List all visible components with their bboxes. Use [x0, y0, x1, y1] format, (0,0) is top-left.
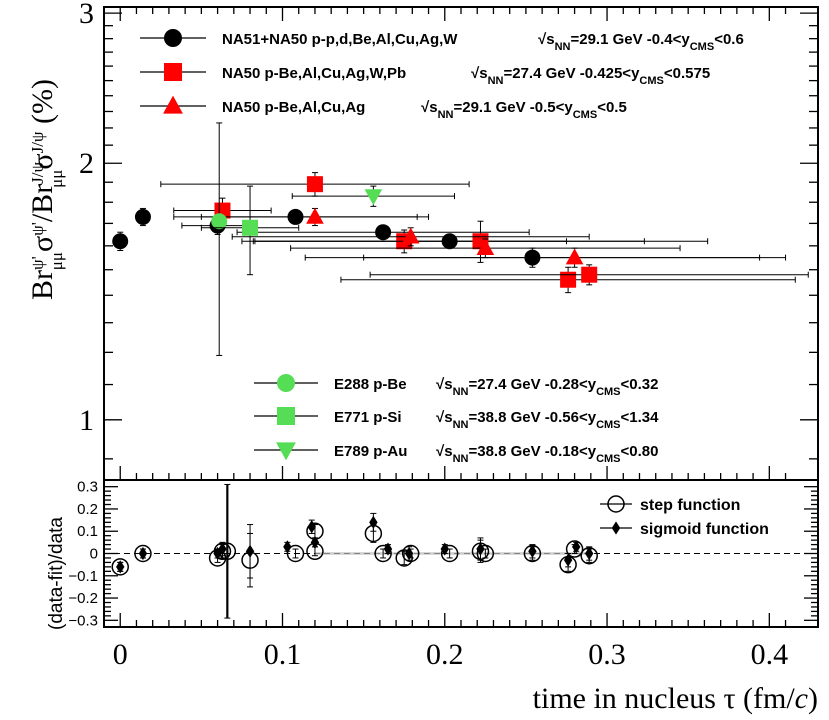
legend-label: NA50 p-Be,Al,Cu,Ag,W,Pb	[222, 65, 406, 82]
legend-kinematics: √sNN=29.1 GeV -0.4<yCMS<0.6	[538, 31, 744, 53]
ratio-point	[476, 544, 495, 563]
ratio-point	[440, 544, 459, 563]
legend-label: step function	[640, 497, 740, 514]
y-tick-label: 2	[79, 147, 94, 180]
data-point	[242, 219, 259, 236]
legend-label: E771 p-Si	[334, 409, 402, 426]
ratio-point	[563, 553, 573, 567]
legend-label: sigmoid function	[640, 521, 769, 538]
data-point	[211, 213, 228, 230]
ratio-y-tick-label: 0	[90, 546, 98, 563]
ratio-point	[404, 546, 414, 561]
data-point	[134, 208, 151, 225]
ratio-point	[134, 544, 152, 563]
data-point	[112, 233, 129, 250]
ratio-point	[218, 542, 227, 556]
legend-marker	[276, 442, 296, 461]
data-point	[560, 271, 577, 288]
legend-kinematics: √sNN=38.8 GeV -0.56<yCMS<1.34	[436, 409, 659, 431]
ratio-point	[383, 542, 393, 556]
legend-upper: NA51+NA50 p-p,d,Be,Al,Cu,Ag,W √sNN=29.1 G…	[140, 29, 744, 121]
legend-label: NA51+NA50 p-p,d,Be,Al,Cu,Ag,W	[222, 31, 458, 48]
ratio-point	[476, 542, 485, 556]
data-point	[306, 207, 324, 224]
legend-kinematics: √sNN=27.4 GeV -0.28<yCMS<0.32	[436, 376, 659, 398]
legend-label: E288 p-Be	[334, 376, 407, 393]
y-axis-label: Brψ'μμσψ'/BrJ/ψμμσJ/ψ (%)	[26, 79, 66, 300]
legend-kinematics: √sNN=27.4 GeV -0.425<yCMS<0.575	[471, 65, 710, 87]
ratio-point	[213, 546, 222, 561]
data-point	[565, 248, 584, 265]
ratio-y-tick-label: 0.2	[77, 501, 98, 518]
x-tick-label: 0.3	[588, 638, 626, 671]
y-tick-label: 1	[79, 404, 94, 437]
ratio-point	[138, 546, 148, 561]
x-axis-label: time in nucleus τ (fm/c)	[533, 682, 818, 715]
ratio-point	[401, 544, 420, 563]
legend-lower: E288 p-Be √sNN=27.4 GeV -0.28<yCMS<0.32 E7…	[254, 374, 659, 465]
x-tick-label: 0.1	[264, 638, 302, 671]
ratio-point	[584, 546, 594, 561]
data-point	[581, 266, 598, 283]
y-tick-label: 3	[79, 0, 94, 30]
data-point	[476, 238, 495, 255]
ratio-point	[307, 520, 316, 534]
legend-kinematics: √sNN=38.8 GeV -0.18<yCMS<0.80	[436, 443, 659, 465]
legend-marker	[611, 521, 621, 535]
ratio-data-points	[111, 483, 598, 619]
fit-uncertainty-band	[314, 552, 591, 555]
ratio-y-tick-label: 0.3	[77, 479, 98, 496]
ratio-point	[572, 540, 581, 554]
ratio-y-tick-label: −0.3	[68, 612, 98, 629]
data-point	[306, 176, 323, 193]
x-tick-label: 0.2	[426, 638, 464, 671]
ratio-point	[310, 535, 320, 549]
ratio-point	[565, 540, 584, 558]
legend-marker	[164, 63, 182, 81]
main-data-points	[112, 122, 809, 356]
legend-marker	[607, 495, 625, 513]
x-tick-label: 0	[113, 638, 128, 671]
ratio-y-axis-label: (data-fit)/data	[46, 517, 67, 630]
data-point	[375, 224, 392, 241]
legend-ratio: step function sigmoid function	[600, 495, 769, 538]
ratio-point	[245, 544, 255, 558]
ratio-point	[528, 544, 537, 558]
ratio-point	[374, 544, 392, 563]
legend-marker	[164, 29, 182, 47]
ratio-y-tick-label: −0.1	[68, 568, 98, 585]
legend-marker	[163, 95, 183, 114]
legend-marker	[277, 374, 295, 392]
ratio-point	[283, 540, 292, 554]
ratio-y-tick-label: −0.2	[68, 590, 98, 607]
legend-label: E789 p-Au	[334, 443, 407, 460]
main-y-axis: 1 2 3	[79, 0, 818, 480]
ratio-axes: 0.3 0.2 0.1 0 −0.1 −0.2 −0.3 0 0.1 0.2 0.3 0.4	[68, 479, 818, 671]
ratio-point	[286, 544, 305, 563]
ratio-point	[116, 560, 125, 574]
ratio-point	[440, 542, 449, 556]
ratio-point	[111, 558, 129, 576]
x-tick-label: 0.4	[751, 638, 789, 671]
legend-kinematics: √sNN=29.1 GeV -0.5<yCMS<0.5	[421, 99, 627, 121]
ratio-point	[369, 515, 378, 529]
ratio-y-tick-label: 0.1	[77, 523, 98, 540]
main-plot-frame	[103, 6, 819, 481]
legend-label: NA50 p-Be,Al,Cu,Ag	[222, 99, 365, 116]
data-point	[401, 227, 420, 244]
legend-marker	[277, 407, 295, 425]
data-point	[364, 189, 383, 206]
